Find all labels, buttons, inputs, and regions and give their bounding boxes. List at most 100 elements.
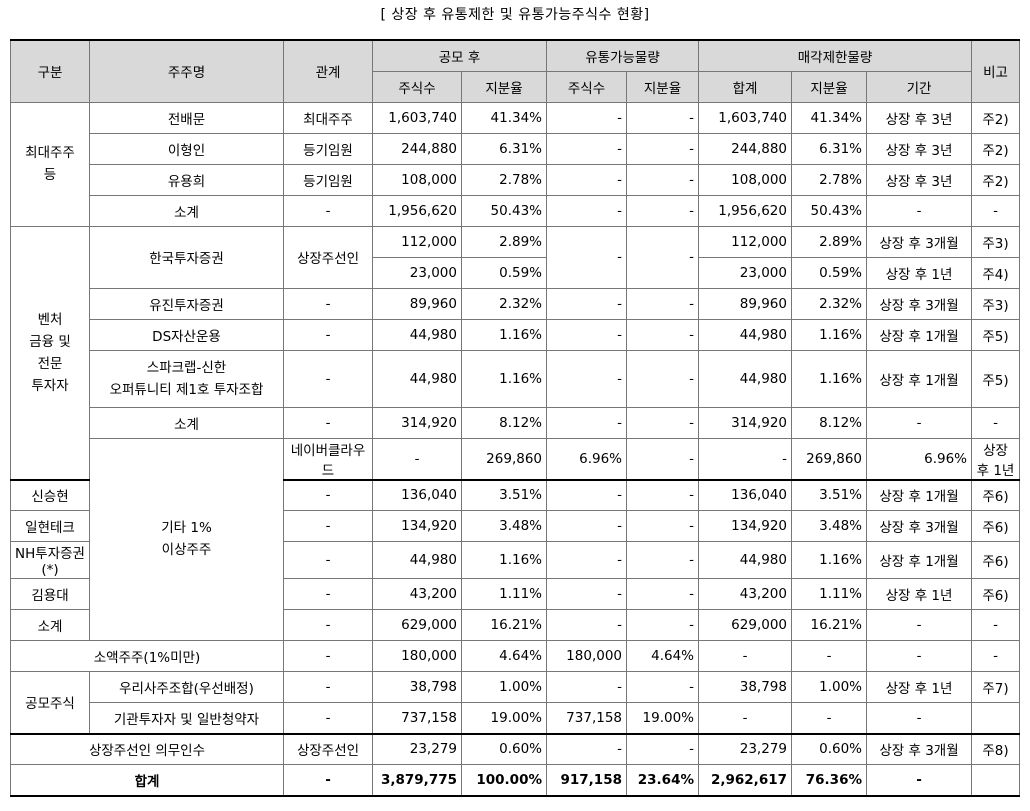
table-cell: - xyxy=(626,318,699,351)
table-cell: 136,040 xyxy=(698,478,792,511)
table-cell: 2.89% xyxy=(461,225,547,258)
table-cell: 주5) xyxy=(971,349,1020,408)
table-cell: 1,603,740 xyxy=(698,101,792,134)
table-cell: 6.31% xyxy=(791,132,867,165)
table-cell: - xyxy=(866,640,972,672)
table-cell: - xyxy=(283,609,373,641)
table-cell: - xyxy=(546,578,627,610)
table-cell: 주2) xyxy=(971,101,1020,134)
table-cell: 16.21% xyxy=(791,609,867,641)
table-cell: 1.00% xyxy=(461,671,547,703)
table-cell: 상장 후 3개월 xyxy=(866,287,972,320)
table-cell: 상장 후 1년 xyxy=(866,578,972,610)
table-cell: 2.78% xyxy=(791,163,867,196)
table-cell: 1.16% xyxy=(791,541,867,579)
table-cell: 한국투자증권 xyxy=(89,225,284,289)
table-cell: 상장 후 1개월 xyxy=(866,349,972,408)
table-cell: - xyxy=(283,510,373,542)
table-cell: 김용대 xyxy=(10,578,90,610)
table-cell: - xyxy=(791,640,867,672)
table-cell: - xyxy=(546,163,627,196)
table-row: 최대주주 등 전배문 최대주주 1,603,740 41.34% - -1,603,740… xyxy=(10,101,1020,227)
table-cell: - xyxy=(626,437,699,480)
table-cell: - xyxy=(546,609,627,641)
table-cell: 상장 후 3개월 xyxy=(866,510,972,542)
table-cell: 136,040 xyxy=(372,478,462,511)
table-cell: 44,980 xyxy=(372,541,462,579)
table-cell: 269,860 xyxy=(791,437,867,480)
table-cell: 0.59% xyxy=(791,256,867,289)
table-cell: 상장 후 1개월 xyxy=(866,318,972,351)
table-cell: 89,960 xyxy=(698,287,792,320)
table-cell: 6.31% xyxy=(461,132,547,165)
table-cell: - xyxy=(626,406,699,439)
header-row-2: 주식수 지분율 주식수 지분율 합계 지분율 기간 xyxy=(11,70,1020,103)
table-cell: 3.51% xyxy=(791,478,867,511)
table-cell: 1.16% xyxy=(461,349,547,408)
table-cell: - xyxy=(283,578,373,610)
table-cell: - xyxy=(971,640,1020,672)
table-row: 기관투자자 및 일반청약자 -737,158 19.00% 737,158 19.00%… xyxy=(11,702,1020,734)
table-cell: 89,960 xyxy=(372,287,462,320)
table-cell: 등기임원 xyxy=(283,132,373,165)
table-cell: 23,279 xyxy=(372,732,462,765)
table-cell: 상장 후 1개월 xyxy=(866,541,972,579)
table-cell: 112,000 xyxy=(372,225,462,258)
table-row: 23,000 0.59% 23,000 0.59% 상장 후 1년 주4) xyxy=(11,256,1020,289)
table-cell: 소액주주(1%미만) xyxy=(10,640,284,672)
table-cell: 네이버클라우드 xyxy=(283,437,373,480)
table-cell: 0.60% xyxy=(461,732,547,765)
table-cell: - xyxy=(546,541,627,579)
table-cell: 44,980 xyxy=(698,541,792,579)
table-cell: 상장 후 3년 xyxy=(866,163,972,196)
table-cell: 23,000 xyxy=(372,256,462,289)
table-cell: 주6) xyxy=(971,578,1020,610)
table-cell: - xyxy=(283,702,373,734)
table-cell: DS자산운용 xyxy=(89,318,284,351)
header-category: 구분 xyxy=(10,39,90,103)
table-cell: 3.48% xyxy=(791,510,867,542)
table-cell: - xyxy=(866,406,972,439)
table-cell: 1,956,620 xyxy=(698,194,792,227)
table-cell: 소계 xyxy=(89,194,284,227)
table-cell: - xyxy=(372,437,462,480)
table-cell: 6.96% xyxy=(546,437,627,480)
table-cell: - xyxy=(626,541,699,579)
table-row: 상장주선인 의무인수 상장주선인 23,279 0.60% - -23,279 0.60% 상… xyxy=(10,732,1020,765)
header-shares: 주식수 xyxy=(372,70,462,103)
table-cell: 스파크랩-신한 오퍼튜니티 제1호 투자조합 xyxy=(89,349,284,408)
table-cell: - xyxy=(626,671,699,703)
table-cell: 상장 후 1년 xyxy=(866,671,972,703)
table-cell: 2,962,617 xyxy=(698,764,792,796)
table-cell: 108,000 xyxy=(372,163,462,196)
table-row: 공모주식 우리사주조합(우선배정) -38,798 1.00% - -38,798 1.0… xyxy=(10,671,1020,734)
table-cell: - xyxy=(626,349,699,408)
table-cell: 유용희 xyxy=(89,163,284,196)
table-cell: 이형인 xyxy=(89,132,284,165)
table-cell: 주6) xyxy=(971,478,1020,511)
table-cell: 917,158 xyxy=(546,764,627,796)
table-cell: 2.78% xyxy=(461,163,547,196)
subtotal-row: 소계 -314,920 8.12% - -314,920 8.12% - - xyxy=(11,406,1020,439)
table-cell: 314,920 xyxy=(698,406,792,439)
table-cell: - xyxy=(546,671,627,703)
header-tradable: 유통가능물량 xyxy=(546,39,699,72)
table-cell: 합계 xyxy=(10,764,284,796)
table-cell: 244,880 xyxy=(372,132,462,165)
table-cell: - xyxy=(866,194,972,227)
table-cell: 주6) xyxy=(971,510,1020,542)
table-cell: - xyxy=(283,541,373,579)
table-cell: 44,980 xyxy=(698,349,792,408)
table-cell: - xyxy=(626,287,699,320)
table-cell: - xyxy=(283,318,373,351)
table-cell: 134,920 xyxy=(698,510,792,542)
table-cell: 112,000 xyxy=(698,225,792,258)
table-cell: 상장 후 3년 xyxy=(866,132,972,165)
table-row: 기타 1% 이상주주 네이버클라우드 -269,860 6.96% - -269,860… xyxy=(11,437,1020,641)
table-cell: - xyxy=(283,194,373,227)
table-cell: - xyxy=(791,702,867,734)
table-cell: - xyxy=(626,510,699,542)
table-cell: - xyxy=(866,764,972,796)
table-cell: 180,000 xyxy=(372,640,462,672)
table-cell: 16.21% xyxy=(461,609,547,641)
